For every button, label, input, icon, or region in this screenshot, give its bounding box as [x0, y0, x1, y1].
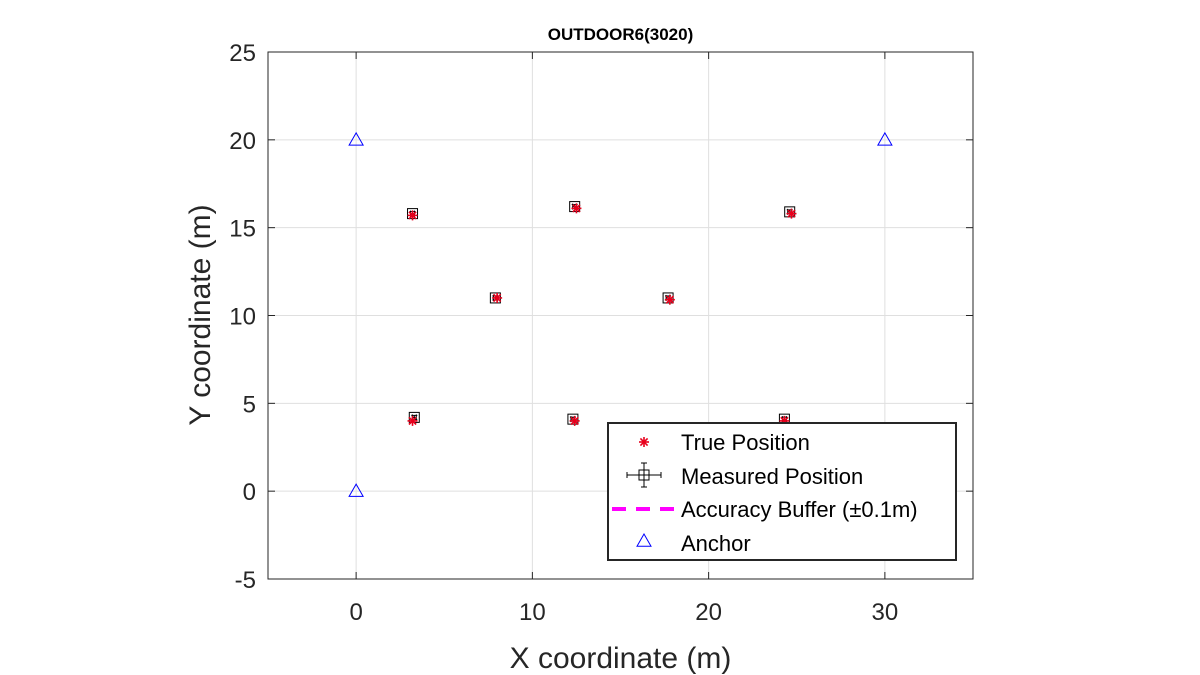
y-tick-label: 20 — [229, 128, 256, 155]
ticks: 0 10 20 30 -5 0 5 10 15 20 25 — [229, 40, 973, 626]
chart-title: OUTDOOR6(3020) — [548, 25, 693, 44]
y-tick-label: 15 — [229, 216, 256, 243]
legend-item-anchor: Anchor — [636, 531, 751, 556]
true-position-point — [492, 292, 503, 303]
x-axis-label: X coordinate (m) — [510, 642, 732, 675]
legend-label-true-position: True Position — [681, 430, 810, 455]
anchor-point — [877, 131, 893, 146]
y-tick-label: 25 — [229, 40, 256, 67]
true-position-point — [664, 294, 675, 305]
legend-symbol-triangle — [636, 532, 652, 547]
anchor-point — [348, 483, 364, 497]
x-tick-label: 0 — [349, 599, 362, 626]
anchor-point — [348, 131, 364, 146]
x-tick-label: 10 — [519, 599, 546, 626]
legend-item-true-position: True Position — [639, 430, 810, 455]
legend-label-anchor: Anchor — [681, 531, 751, 556]
legend-symbol-asterisk — [639, 437, 649, 447]
legend-item-measured-position: Measured Position — [626, 462, 863, 489]
legend: True Position Measured Position Accuracy… — [607, 422, 957, 561]
legend-label-accuracy-buffer: Accuracy Buffer (±0.1m) — [681, 497, 918, 522]
y-tick-label: -5 — [235, 567, 256, 594]
data-marks — [348, 131, 893, 497]
true-position-point — [571, 203, 582, 214]
x-tick-label: 30 — [872, 599, 899, 626]
true-position-point — [407, 210, 418, 221]
legend-box — [607, 422, 957, 561]
legend-square-mark — [626, 462, 662, 488]
legend-symbol-square-errorbar — [626, 462, 662, 488]
legend-label-measured-position: Measured Position — [681, 464, 863, 489]
legend-asterisk-mark — [639, 437, 649, 447]
legend-triangle-mark — [636, 532, 652, 547]
true-position-point — [569, 415, 580, 426]
legend-item-accuracy-buffer: Accuracy Buffer (±0.1m) — [612, 497, 918, 522]
x-tick-label: 20 — [695, 599, 722, 626]
true-position-point — [407, 415, 418, 426]
y-tick-label: 0 — [243, 479, 256, 506]
true-position-point — [786, 208, 797, 219]
y-axis-label: Y coordinate (m) — [184, 204, 217, 425]
y-tick-label: 5 — [243, 391, 256, 418]
y-tick-label: 10 — [229, 304, 256, 331]
